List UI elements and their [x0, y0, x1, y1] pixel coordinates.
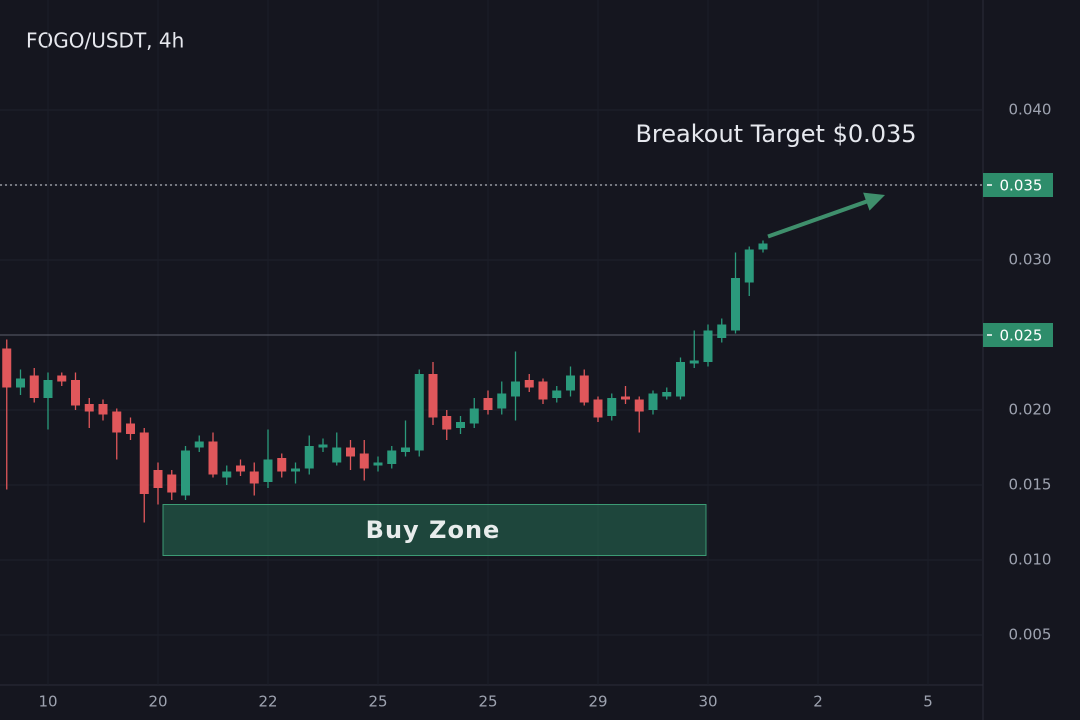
- arrow-head: [863, 192, 885, 211]
- candle-body: [442, 416, 452, 430]
- candle-body: [346, 447, 355, 457]
- x-tick-label: 25: [478, 693, 497, 711]
- x-tick-label: 10: [38, 693, 57, 711]
- candle-body: [579, 375, 589, 403]
- candle-body: [277, 458, 287, 472]
- candle-body: [332, 447, 342, 463]
- candle-body: [607, 398, 617, 416]
- candle-body: [566, 375, 575, 391]
- candle-body: [387, 450, 397, 464]
- y-tick-label: 0.005: [1009, 626, 1052, 644]
- buy-zone-label: Buy Zone: [366, 516, 501, 544]
- candle-body: [359, 453, 369, 469]
- candle-body: [676, 362, 685, 397]
- candle-body: [263, 459, 273, 482]
- buy-zone: [162, 504, 707, 556]
- candle-body: [57, 375, 67, 382]
- x-tick-label: 29: [588, 693, 607, 711]
- chart-title: FOGO/USDT, 4h: [26, 29, 184, 53]
- candle-body: [139, 432, 149, 494]
- candle-body: [304, 446, 314, 469]
- candle-body: [194, 441, 204, 448]
- candle-body: [249, 471, 259, 484]
- y-tick-label: 0.015: [1009, 476, 1052, 494]
- candle-body: [153, 470, 163, 488]
- candle-body: [126, 423, 135, 434]
- candle-body: [524, 380, 534, 388]
- y-tick-label: 0.040: [1009, 101, 1052, 119]
- candle-body: [731, 278, 740, 331]
- candle-body: [593, 399, 603, 418]
- y-tick-label: 0.030: [1009, 251, 1052, 269]
- candle-body: [291, 468, 300, 472]
- price-tag-label: 0.025: [1000, 327, 1043, 345]
- price-tag: [983, 173, 1053, 197]
- candle-body: [744, 249, 754, 283]
- y-tick-label: 0.020: [1009, 401, 1052, 419]
- price-tag-label: 0.035: [1000, 177, 1043, 195]
- x-tick-label: 5: [923, 693, 933, 711]
- candle-body: [414, 374, 424, 451]
- x-tick-label: 20: [148, 693, 167, 711]
- candle-body: [373, 462, 383, 466]
- candle-body: [16, 378, 25, 388]
- candle-body: [511, 381, 520, 397]
- candle-body: [689, 360, 699, 364]
- candle-body: [456, 422, 465, 428]
- candle-body: [497, 393, 507, 409]
- candle-body: [181, 450, 190, 496]
- x-tick-label: 22: [258, 693, 277, 711]
- x-tick-label: 30: [698, 693, 717, 711]
- candle-body: [634, 399, 644, 412]
- candle-body: [222, 471, 232, 478]
- annotation: Breakout Target $0.035: [635, 120, 916, 148]
- y-tick-label: 0.010: [1009, 551, 1052, 569]
- candle-body: [318, 444, 328, 448]
- candle-body: [208, 441, 218, 475]
- candle-body: [483, 398, 493, 410]
- candle-body: [469, 408, 479, 424]
- candle-body: [29, 375, 39, 398]
- candle-body: [648, 393, 658, 410]
- candle-body: [401, 447, 410, 452]
- candle-body: [428, 374, 438, 418]
- candle-body: [71, 380, 80, 406]
- candle-body: [167, 474, 177, 493]
- candle-body: [758, 243, 768, 250]
- x-tick-label: 2: [813, 693, 823, 711]
- candle-body: [538, 381, 548, 400]
- x-tick-label: 25: [368, 693, 387, 711]
- candle-body: [2, 348, 12, 388]
- arrow-shaft: [767, 197, 873, 239]
- candle-body: [621, 396, 630, 400]
- candle-body: [112, 411, 122, 433]
- candle-body: [84, 404, 94, 412]
- candle-body: [236, 465, 245, 472]
- candle-body: [552, 390, 562, 398]
- candle-body: [98, 404, 108, 415]
- candle-body: [662, 392, 672, 397]
- candle-body: [43, 380, 53, 398]
- candle-body: [717, 324, 727, 338]
- price-tag: [983, 323, 1053, 347]
- candle-body: [703, 330, 713, 362]
